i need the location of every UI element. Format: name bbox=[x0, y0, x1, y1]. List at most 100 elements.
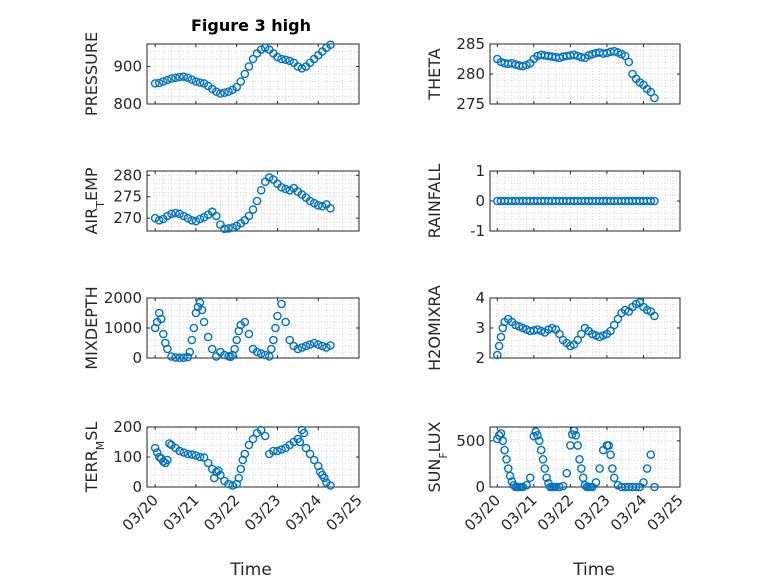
data-point-theta bbox=[646, 87, 656, 97]
data-point-theta bbox=[624, 57, 634, 67]
data-point-sun-flux bbox=[540, 464, 550, 473]
data-point-pressure bbox=[154, 78, 164, 88]
y-tick-label: 280 bbox=[113, 166, 142, 184]
data-point-terr-msl bbox=[269, 446, 278, 456]
y-tick-label: 280 bbox=[456, 65, 485, 83]
data-point-pressure bbox=[167, 74, 176, 83]
data-point-sun-flux bbox=[571, 431, 581, 440]
data-point-terr-msl bbox=[187, 450, 197, 459]
data-point-h2omixra bbox=[498, 323, 508, 333]
data-point-air-temp bbox=[313, 200, 323, 210]
y-tick-label: 0 bbox=[132, 478, 142, 496]
data-point-mixdepth bbox=[185, 347, 195, 357]
data-point-mixdepth bbox=[226, 352, 235, 362]
data-point-air-temp bbox=[281, 184, 290, 194]
data-point-pressure bbox=[297, 64, 307, 73]
data-point-sun-flux bbox=[577, 464, 586, 473]
data-point-mixdepth bbox=[175, 353, 184, 363]
data-point-air-temp bbox=[318, 201, 327, 211]
data-point-pressure bbox=[293, 62, 303, 71]
y-tick-label: 2 bbox=[475, 349, 485, 367]
axes-frames-layer bbox=[146, 43, 681, 488]
data-point-theta bbox=[620, 51, 630, 61]
data-point-mixdepth bbox=[232, 335, 241, 345]
data-point-mixdepth bbox=[212, 352, 221, 361]
data-point-sun-flux bbox=[558, 481, 568, 491]
data-point-mixdepth bbox=[159, 329, 168, 339]
x-tick-label: 03/22 bbox=[200, 491, 243, 534]
data-point-terr-msl bbox=[326, 481, 335, 490]
data-point-air-temp bbox=[224, 224, 233, 233]
data-point-mixdepth bbox=[265, 352, 274, 361]
data-point-theta bbox=[518, 61, 528, 71]
data-point-mixdepth bbox=[156, 314, 166, 324]
y-axis-label-part: F bbox=[437, 452, 450, 458]
data-point-mixdepth bbox=[281, 317, 290, 327]
x-axis-label-right: Time bbox=[572, 560, 615, 580]
axes-frame-air-temp bbox=[146, 170, 360, 232]
y-tick-label: 2000 bbox=[104, 289, 142, 307]
data-point-mixdepth bbox=[297, 343, 307, 352]
data-point-h2omixra bbox=[613, 314, 623, 324]
data-point-pressure bbox=[179, 72, 188, 81]
data-point-terr-msl bbox=[277, 445, 286, 454]
data-point-air-temp bbox=[252, 196, 262, 206]
data-point-mixdepth bbox=[313, 340, 323, 349]
y-tick-label: -1 bbox=[470, 222, 485, 240]
data-point-rainfall bbox=[650, 196, 659, 206]
data-point-air-temp bbox=[167, 209, 176, 219]
data-point-pressure bbox=[236, 77, 246, 86]
data-point-terr-msl bbox=[224, 479, 233, 489]
data-point-terr-msl bbox=[320, 473, 329, 483]
y-axis-label-rainfall: RAINFALL bbox=[425, 164, 444, 239]
y-tick-label: 285 bbox=[456, 35, 485, 53]
x-tick-label: 03/21 bbox=[497, 491, 540, 534]
data-point-air-temp bbox=[212, 211, 221, 221]
y-axis-label-part: SUN bbox=[425, 459, 444, 493]
y-tick-label: 4 bbox=[475, 289, 485, 307]
data-point-terr-msl bbox=[179, 448, 188, 457]
data-point-mixdepth bbox=[305, 340, 315, 349]
data-point-terr-msl bbox=[216, 470, 225, 480]
y-tick-label: 100 bbox=[113, 448, 142, 466]
data-markers-layer bbox=[150, 40, 659, 492]
data-point-mixdepth bbox=[309, 338, 319, 348]
y-tick-label: 1 bbox=[475, 162, 485, 180]
data-point-h2omixra bbox=[577, 329, 586, 339]
data-point-air-temp bbox=[309, 198, 319, 208]
data-point-air-temp bbox=[195, 214, 205, 224]
y-tick-label: 500 bbox=[456, 432, 485, 450]
data-point-terr-msl bbox=[309, 455, 319, 465]
data-point-terr-msl bbox=[244, 440, 254, 450]
data-point-mixdepth bbox=[260, 350, 270, 360]
data-point-sun-flux bbox=[646, 450, 656, 459]
data-point-sun-flux bbox=[595, 464, 604, 473]
data-point-terr-msl bbox=[295, 437, 305, 447]
y-axis-label-part: M bbox=[94, 441, 107, 451]
data-point-sun-flux bbox=[569, 426, 579, 435]
data-point-theta bbox=[650, 93, 659, 103]
data-point-sun-flux bbox=[536, 445, 546, 455]
data-point-h2omixra bbox=[650, 311, 659, 321]
data-point-pressure bbox=[224, 87, 233, 96]
data-point-pressure bbox=[248, 54, 258, 64]
data-point-mixdepth bbox=[189, 323, 199, 333]
y-axis-label-terr-msl: TERRMSL bbox=[82, 422, 107, 494]
data-point-terr-msl bbox=[273, 446, 282, 456]
data-point-h2omixra bbox=[609, 320, 619, 330]
data-point-terr-msl bbox=[256, 425, 266, 435]
data-point-air-temp bbox=[228, 223, 237, 232]
data-point-sun-flux bbox=[591, 478, 601, 487]
data-point-h2omixra bbox=[493, 350, 502, 360]
data-point-terr-msl bbox=[175, 446, 184, 456]
y-tick-label: 275 bbox=[113, 188, 142, 206]
data-point-terr-msl bbox=[299, 428, 309, 438]
data-point-mixdepth bbox=[179, 353, 188, 363]
data-point-mixdepth bbox=[195, 298, 205, 307]
data-point-sun-flux bbox=[533, 431, 542, 440]
data-point-pressure bbox=[260, 43, 270, 53]
data-point-sun-flux bbox=[642, 464, 652, 473]
data-point-terr-msl bbox=[195, 452, 205, 462]
data-point-terr-msl bbox=[228, 481, 237, 490]
data-point-mixdepth bbox=[285, 335, 294, 345]
